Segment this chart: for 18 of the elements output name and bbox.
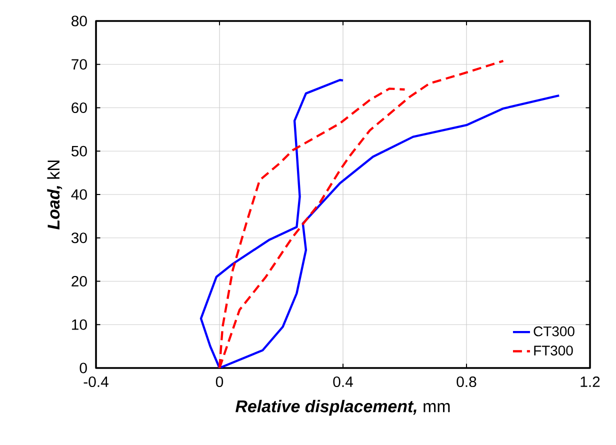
x-tick-label: 1.2 xyxy=(580,376,600,387)
y-tick-label: 70 xyxy=(72,59,87,70)
x-tick-label: 0.8 xyxy=(456,376,476,388)
y-tick-label: 50 xyxy=(71,146,87,156)
y-tick-label: 10 xyxy=(72,319,87,330)
y-axis-title: Load, kN xyxy=(47,160,62,230)
y-tick-label: 20 xyxy=(72,276,87,287)
y-tick-label: 80 xyxy=(72,16,87,26)
x-tick-label: -0.4 xyxy=(84,376,108,388)
y-tick-label: 40 xyxy=(71,189,87,200)
x-tick-label: 0 xyxy=(216,376,224,388)
x-tick-label: 0.4 xyxy=(333,376,353,388)
y-tick-label: 0 xyxy=(80,362,87,374)
y-tick-label: 30 xyxy=(71,232,87,244)
x-axis-title: Relative displacement, mm xyxy=(236,400,450,416)
y-tick-label: 60 xyxy=(72,102,87,114)
legend-label: FT300 xyxy=(534,346,573,356)
legend-label: CT300 xyxy=(534,326,574,336)
